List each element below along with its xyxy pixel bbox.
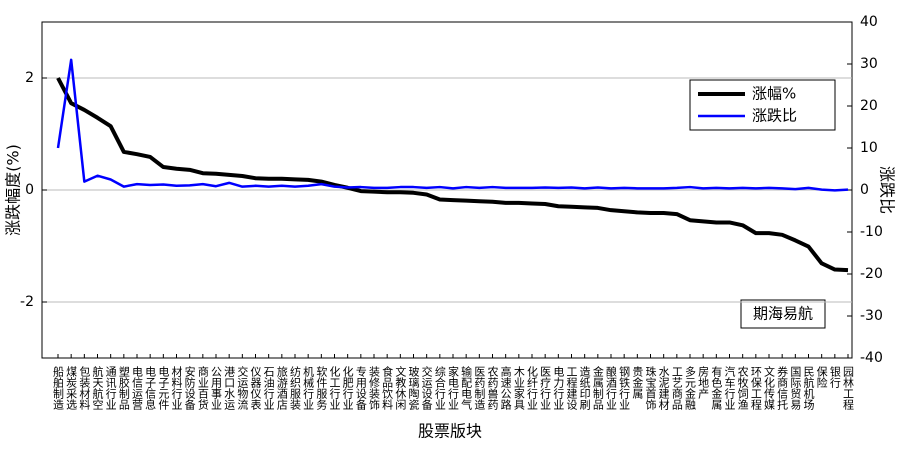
x-tick-label: 化工行业 — [328, 365, 341, 410]
series-line — [56, 58, 849, 192]
y2-tick-label: 30 — [860, 56, 878, 72]
y2-tick-label: 40 — [860, 14, 878, 30]
x-tick-label: 电力行业 — [552, 366, 565, 410]
x-tick-label: 工艺商品 — [670, 366, 683, 410]
annotation: 期海易航 — [753, 305, 813, 323]
x-tick-label: 钢铁行业 — [618, 366, 631, 410]
legend-label: 涨幅% — [752, 85, 796, 103]
x-tick-label: 石油行业 — [262, 366, 275, 410]
x-tick-label: 港口水运 — [223, 366, 236, 410]
y2-tick-label: -40 — [860, 350, 883, 366]
x-tick-label: 民航机场 — [802, 366, 815, 411]
x-tick-label: 电信运营 — [131, 366, 144, 411]
x-tick-label: 装修装饰 — [368, 366, 381, 410]
x-tick-label: 高速公路 — [499, 365, 512, 411]
x-tick-label: 贵金属 — [631, 366, 644, 400]
y2-tick-label: -30 — [860, 308, 883, 324]
x-tick-label: 汽车行业 — [723, 365, 736, 410]
x-tick-label: 旅游酒店 — [275, 365, 288, 410]
x-tick-label: 专用设备 — [354, 365, 367, 411]
x-tick-label: 酿酒行业 — [605, 365, 618, 410]
x-tick-label: 多元金融 — [684, 365, 697, 411]
x-tick-label: 化肥行业 — [341, 365, 354, 410]
y-tick-label: 0 — [25, 182, 34, 198]
x-tick-label: 交运物流 — [236, 365, 249, 410]
x-tick-label: 园林工程 — [842, 366, 855, 411]
y2-tick-label: -10 — [860, 224, 883, 240]
x-tick-label: 塑胶制品 — [117, 365, 130, 410]
x-tick-label: 房地产 — [697, 366, 710, 400]
x-tick-label: 有色金属 — [710, 365, 723, 411]
x-tick-label: 工程建设 — [565, 366, 578, 411]
x-tick-label: 医药制造 — [473, 366, 486, 410]
y2-tick-label: -20 — [860, 266, 883, 282]
x-tick-label: 环保工程 — [749, 366, 762, 411]
y2-tick-label: 20 — [860, 98, 878, 114]
x-tick-label: 金属制品 — [591, 365, 604, 410]
x-tick-label: 电子元件 — [157, 366, 170, 411]
x-tick-label: 公用事业 — [210, 366, 223, 410]
x-tick-label: 机械行业 — [302, 365, 315, 410]
x-tick-label: 船舶制造 — [52, 365, 65, 410]
x-tick-label: 化纤行业 — [526, 365, 539, 410]
x-tick-label: 软件服务 — [315, 365, 328, 410]
x-tick-label: 水泥建材 — [657, 366, 670, 410]
x-tick-label: 农牧饲渔 — [736, 365, 749, 411]
x-tick-label: 珠宝首饰 — [644, 365, 657, 410]
y2-tick-label: 0 — [860, 182, 869, 198]
x-tick-label: 保险 — [815, 365, 828, 389]
y-tick-label: -2 — [20, 294, 34, 310]
x-axis-label: 股票版块 — [418, 422, 482, 441]
x-tick-label: 商业百货 — [196, 365, 209, 411]
x-tick-label: 综合行业 — [433, 365, 446, 410]
x-tick-label: 电子信息 — [144, 366, 157, 410]
y2-tick-label: 10 — [860, 140, 878, 156]
x-tick-label: 银行 — [828, 365, 841, 389]
x-tick-label: 材料行业 — [170, 365, 183, 410]
x-tick-label: 通讯行业 — [104, 366, 117, 410]
x-tick-label: 航天航空 — [91, 365, 104, 410]
series-line — [56, 77, 849, 273]
x-tick-label: 食品饮料 — [381, 365, 394, 411]
x-tick-label: 纺织服装 — [289, 365, 302, 411]
y-axis-label: 涨跌幅度(%) — [4, 144, 23, 236]
x-tick-label: 文化传媒 — [763, 365, 776, 411]
x-tick-label: 文教休闲 — [394, 365, 407, 410]
x-tick-label: 安防设备 — [183, 365, 196, 411]
y2-axis-label: 涨跌比 — [878, 166, 897, 214]
x-tick-label: 输配电气 — [460, 365, 473, 410]
legend-box — [689, 79, 836, 131]
x-tick-label: 玻璃陶瓷 — [407, 366, 420, 410]
x-tick-label: 家电行业 — [447, 365, 460, 410]
x-tick-label: 煤炭采选 — [65, 366, 78, 410]
x-tick-label: 农药兽药 — [486, 365, 499, 411]
x-tick-label: 国际贸易 — [789, 366, 802, 411]
x-tick-label: 仪器仪表 — [249, 366, 262, 411]
y-tick-label: 2 — [25, 70, 34, 86]
x-tick-label: 医疗行业 — [539, 366, 552, 410]
x-tick-label: 造纸印刷 — [578, 365, 591, 410]
x-tick-label: 券商信托 — [776, 365, 789, 410]
legend-label: 涨跌比 — [752, 107, 797, 125]
x-tick-label: 木业家具 — [512, 366, 525, 410]
x-tick-label: 包装材料 — [78, 366, 91, 411]
annotation-box — [740, 299, 826, 329]
x-tick-label: 交运设备 — [420, 365, 433, 411]
